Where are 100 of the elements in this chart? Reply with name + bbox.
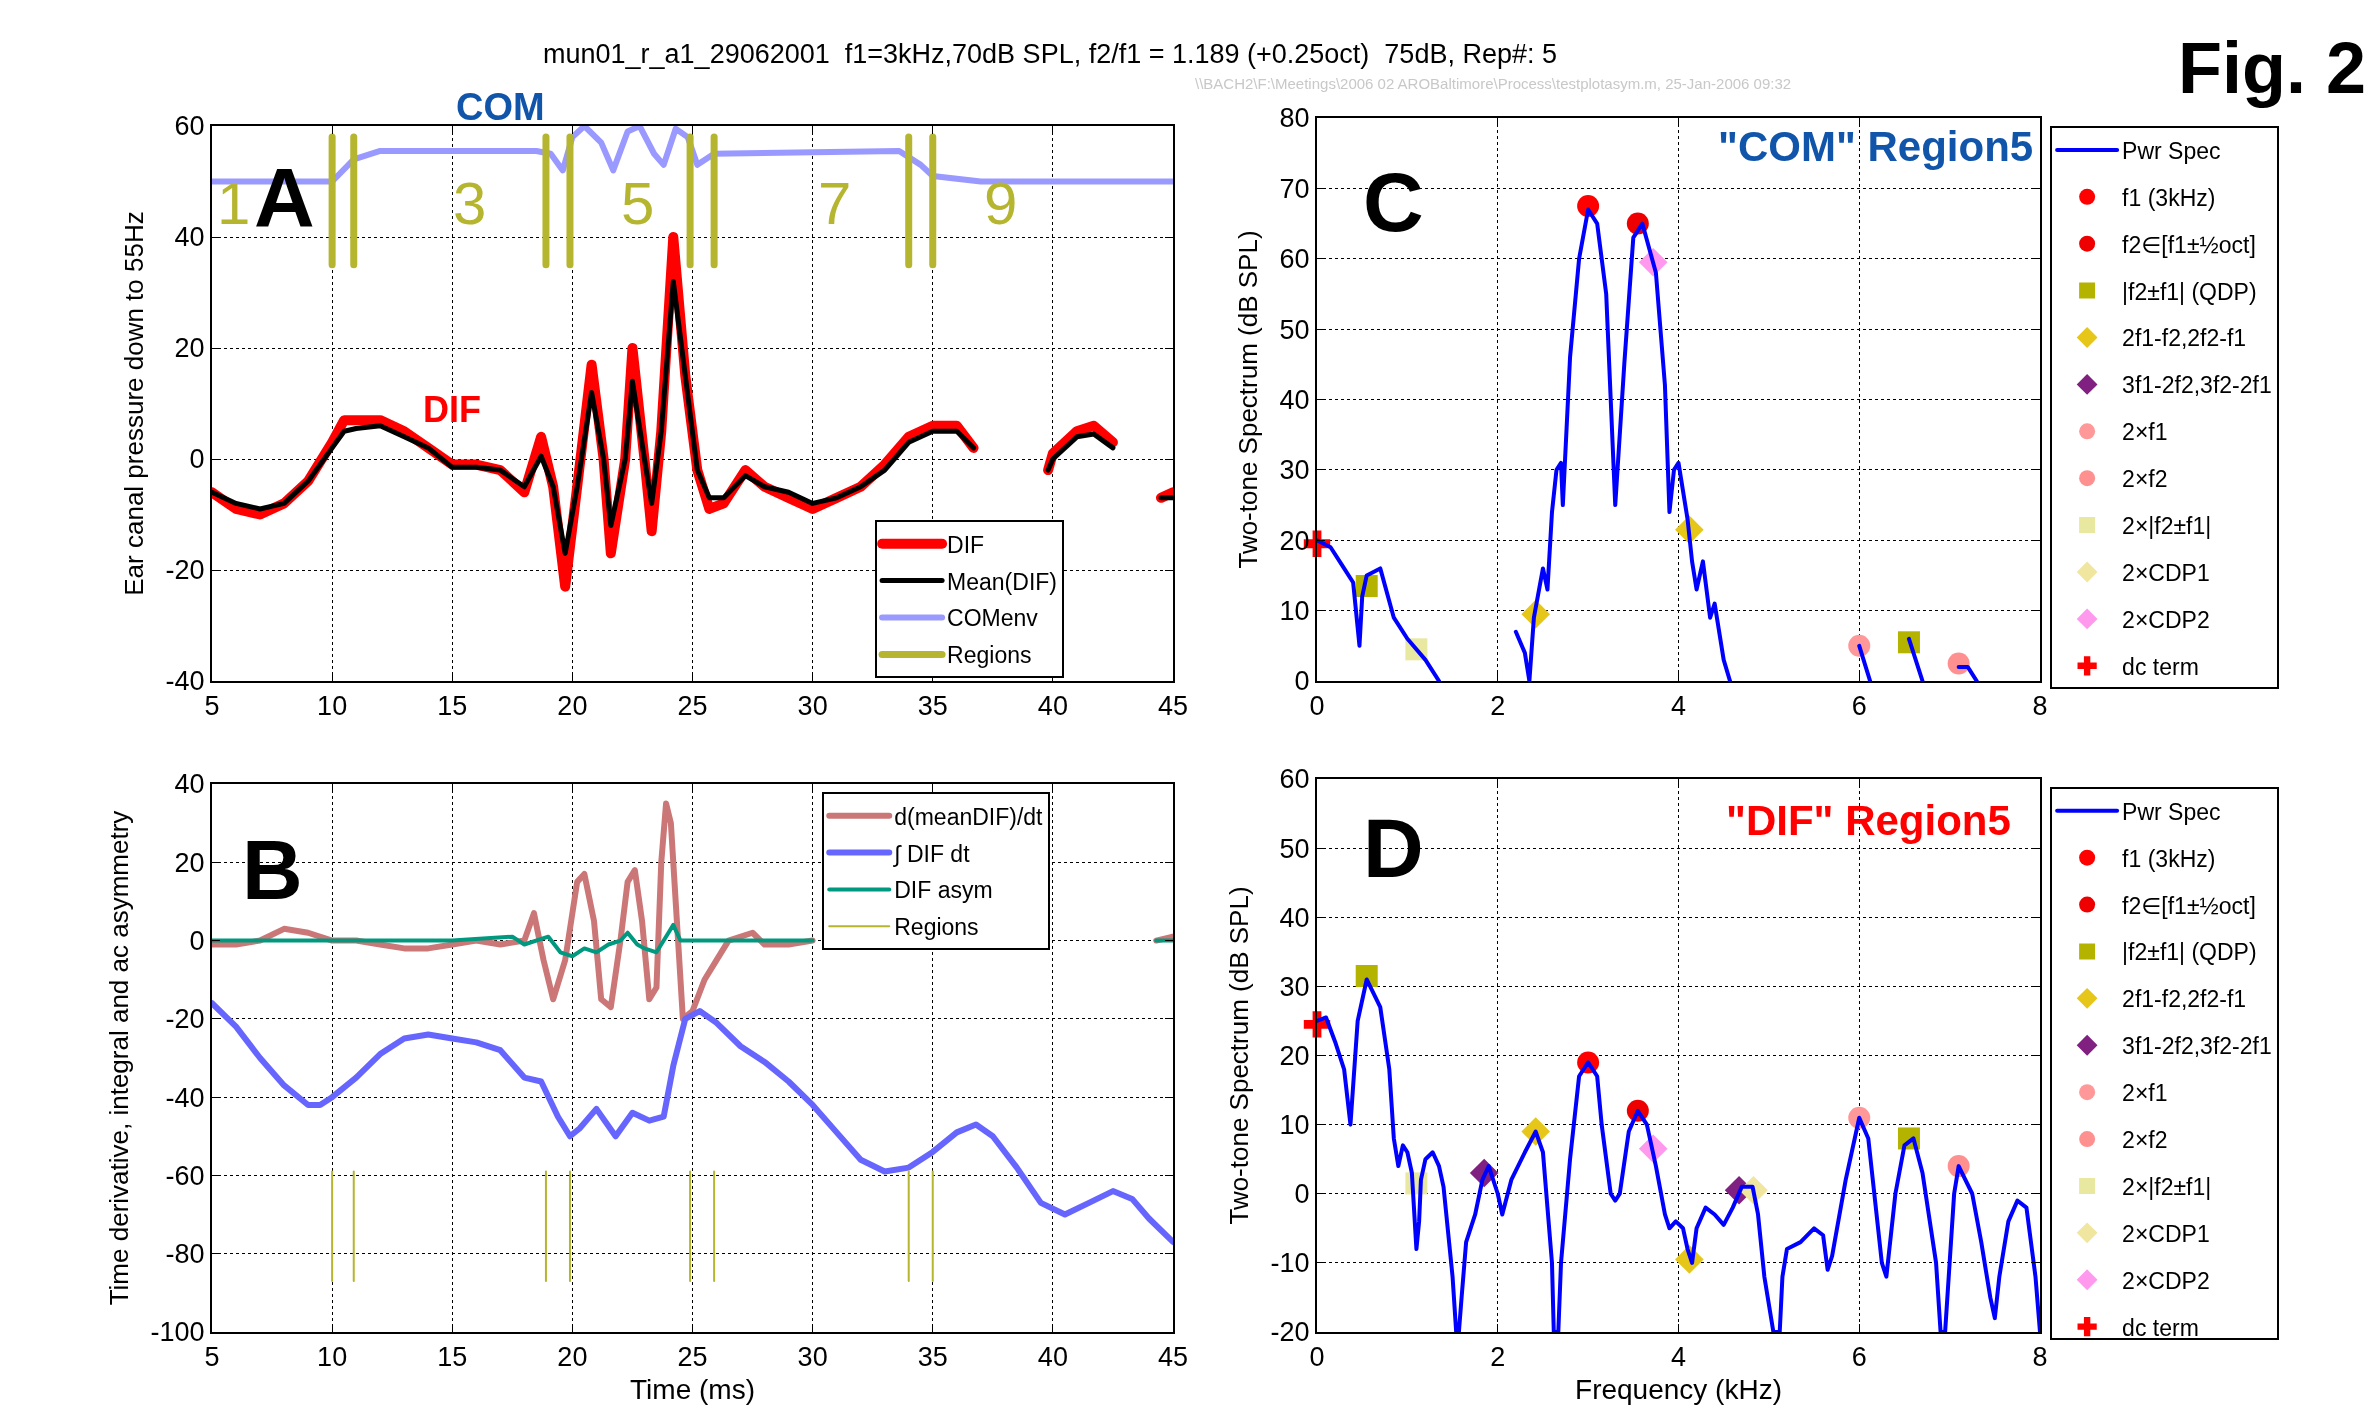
annotation: DIF (423, 389, 481, 430)
legend-label: 2×|f2±f1| (2122, 1173, 2212, 1200)
x-tick-label: 10 (317, 691, 348, 722)
y-tick-label: 40 (1279, 902, 1310, 933)
legend-label: 2f1-f2,2f2-f1 (2122, 986, 2247, 1013)
y-tick-label: 20 (174, 847, 205, 878)
x-tick-label: 4 (1670, 1342, 1687, 1373)
y-tick-label: 20 (174, 333, 205, 364)
x-axis-title: Frequency (kHz) (1575, 1374, 1782, 1405)
y-tick-label: 10 (1279, 596, 1310, 627)
x-tick-label: 8 (2032, 691, 2048, 722)
x-tick-label: 10 (317, 1342, 348, 1373)
legend-label: 2×|f2±f1| (2122, 513, 2212, 540)
legend-label: 3f1-2f2,3f2-2f1 (2122, 1033, 2272, 1060)
legend-label: Regions (894, 914, 979, 941)
x-tick-label: 45 (1157, 1342, 1189, 1373)
y-tick-label: 0 (1294, 1179, 1310, 1210)
caption: Fig. 2 (2178, 28, 2367, 108)
legend-label: |f2±f1| (QDP) (2122, 939, 2257, 966)
legend-label: COMenv (947, 605, 1039, 632)
legend-label: Mean(DIF) (947, 568, 1057, 595)
x-tick-label: 5 (204, 1342, 220, 1373)
annotation: B (242, 823, 303, 917)
x-tick-label: 6 (1851, 691, 1867, 722)
legend-label: DIF (947, 531, 985, 558)
y-tick-label: 50 (1279, 833, 1310, 864)
y-tick-label: 40 (174, 222, 205, 253)
annotation: 9 (984, 170, 1018, 237)
legend-label: 2f1-f2,2f2-f1 (2122, 325, 2247, 352)
x-tick-label: 15 (437, 691, 468, 722)
x-tick-label: 40 (1037, 691, 1068, 722)
x-tick-label: 30 (797, 1342, 828, 1373)
legend-label: 2×f1 (2122, 419, 2168, 446)
y-tick-label: -80 (165, 1239, 205, 1270)
y-tick-label: 0 (189, 926, 205, 957)
legend-label: dc term (2122, 653, 2199, 680)
legend-label: d(meanDIF)/dt (894, 803, 1044, 830)
y-tick-label: -40 (165, 1082, 205, 1113)
y-axis-title: Ear canal pressure down to 55Hz (119, 211, 150, 596)
legend-label: Pwr Spec (2122, 798, 2221, 825)
legend-label: DIF asym (894, 877, 993, 904)
y-tick-label: 20 (1279, 1040, 1310, 1071)
y-tick-label: 60 (1279, 764, 1310, 795)
legend-label: f1 (3kHz) (2122, 845, 2216, 872)
legend-label: f2∈[f1±½oct] (2122, 892, 2256, 919)
x-axis-title: Time (ms) (630, 1374, 755, 1405)
annotation: 1 (217, 170, 251, 237)
x-tick-label: 20 (557, 1342, 588, 1373)
x-tick-label: 35 (917, 1342, 948, 1373)
legend-label: 2×f2 (2122, 1127, 2168, 1154)
x-tick-label: 5 (204, 691, 220, 722)
y-tick-label: 50 (1279, 314, 1310, 345)
annotation: 5 (621, 170, 655, 237)
legend-label: dc term (2122, 1314, 2199, 1341)
y-tick-label: 0 (1294, 666, 1310, 697)
legend-label: 2×f2 (2122, 466, 2168, 493)
y-tick-label: 80 (1279, 103, 1310, 134)
annotation: 7 (818, 170, 852, 237)
y-tick-label: 60 (174, 111, 205, 142)
y-tick-label: 40 (174, 769, 205, 800)
legend-label: 2×CDP2 (2122, 1267, 2210, 1294)
annotation: COM (456, 86, 545, 128)
x-tick-label: 30 (797, 691, 828, 722)
y-tick-label: 60 (1279, 244, 1310, 275)
x-tick-label: 45 (1157, 691, 1189, 722)
y-axis-title: Two-tone Spectrum (dB SPL) (1224, 886, 1255, 1225)
legend-label: f1 (3kHz) (2122, 184, 2216, 211)
legend-label: 2×CDP1 (2122, 559, 2210, 586)
x-tick-label: 2 (1490, 1342, 1506, 1373)
legend-label: |f2±f1| (QDP) (2122, 278, 2257, 305)
y-tick-label: 0 (189, 444, 205, 475)
annotation: D (1363, 801, 1424, 895)
x-tick-label: 25 (677, 691, 708, 722)
x-tick-label: 2 (1490, 691, 1506, 722)
y-tick-label: -20 (165, 555, 205, 586)
y-tick-label: -20 (165, 1004, 205, 1035)
x-tick-label: 15 (437, 1342, 468, 1373)
y-tick-label: -100 (150, 1317, 205, 1348)
y-tick-label: 10 (1279, 1110, 1310, 1141)
legend-label: f2∈[f1±½oct] (2122, 231, 2256, 258)
y-tick-label: 30 (1279, 455, 1310, 486)
y-tick-label: 30 (1279, 971, 1310, 1002)
y-tick-label: -60 (165, 1160, 205, 1191)
y-tick-label: 40 (1279, 384, 1310, 415)
annotation: "COM" Region5 (1718, 123, 2034, 170)
x-tick-label: 40 (1037, 1342, 1068, 1373)
y-tick-label: 70 (1279, 173, 1310, 204)
legend-label: Pwr Spec (2122, 137, 2221, 164)
x-tick-label: 6 (1851, 1342, 1867, 1373)
x-tick-label: 35 (917, 691, 948, 722)
legend-label: 2×CDP1 (2122, 1220, 2210, 1247)
x-tick-label: 25 (677, 1342, 708, 1373)
y-tick-label: 20 (1279, 525, 1310, 556)
annotation: 3 (453, 170, 487, 237)
x-tick-label: 20 (557, 691, 588, 722)
y-axis-title: Time derivative, integral and ac asymmetry (104, 810, 135, 1306)
x-tick-label: 4 (1670, 691, 1687, 722)
annotation: A (254, 151, 315, 245)
legend-label: Regions (947, 642, 1032, 669)
y-tick-label: -40 (165, 666, 205, 697)
